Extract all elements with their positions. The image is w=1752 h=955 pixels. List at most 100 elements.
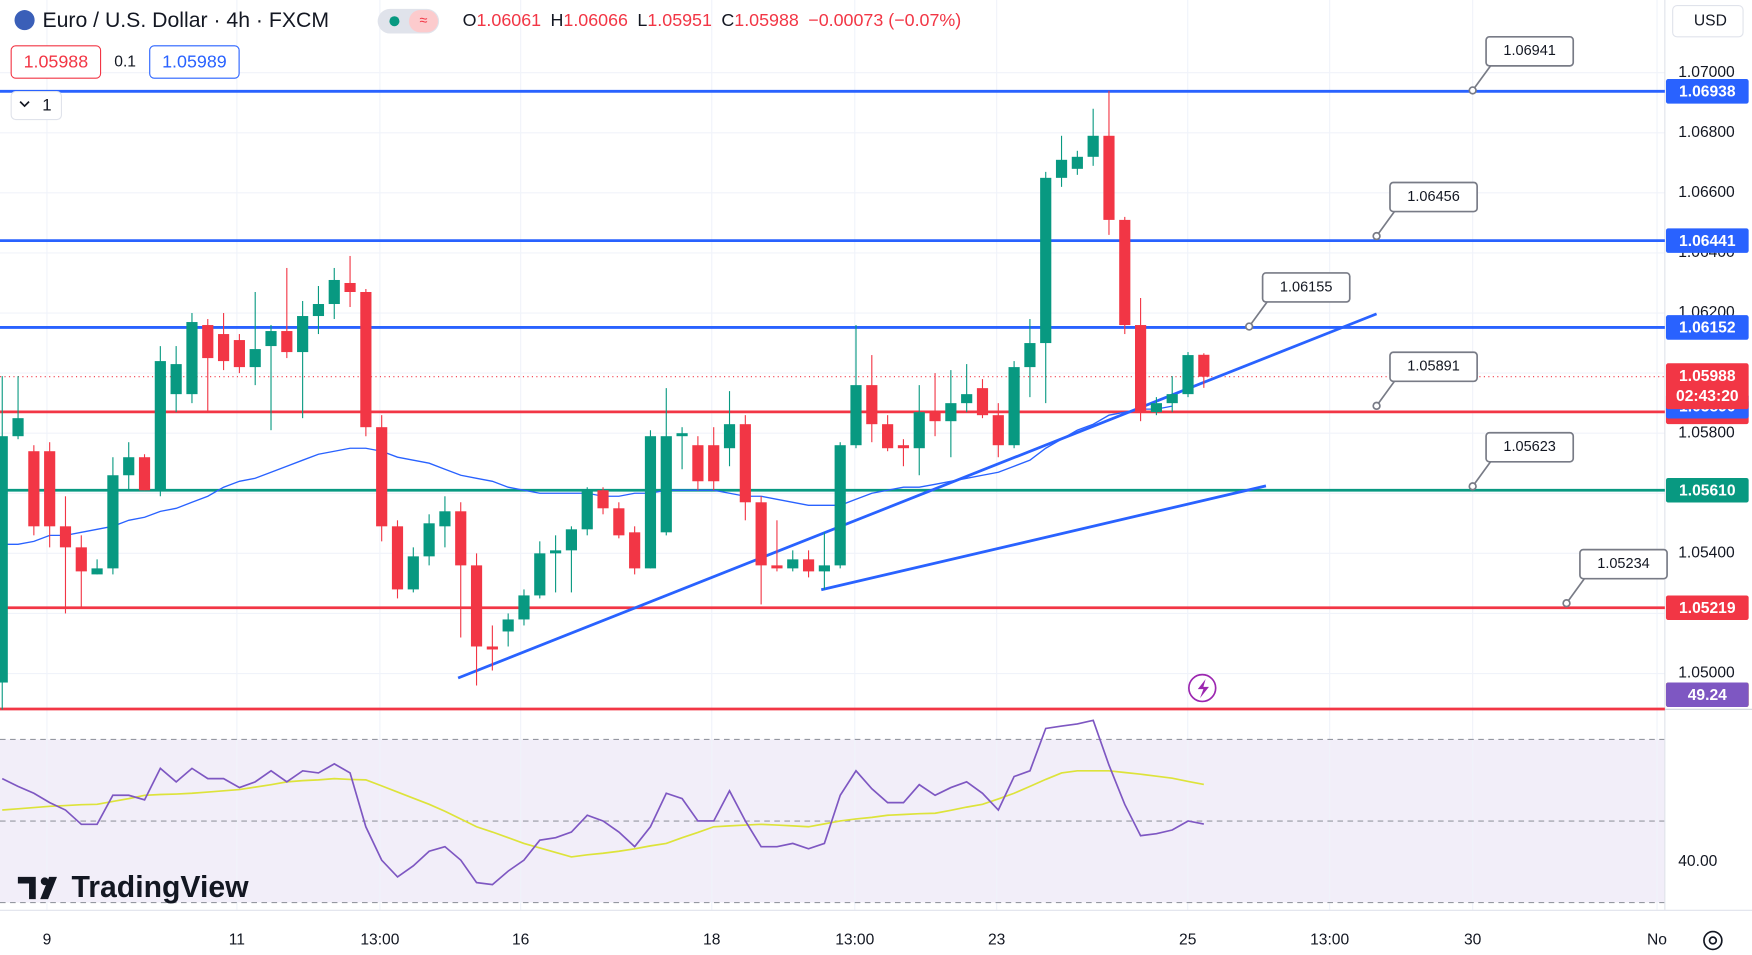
candle-body [217, 334, 230, 362]
candle-body [123, 457, 135, 476]
ohlc-value: 1.06066 [563, 10, 628, 30]
price-badge-label: 1.05610 [1679, 483, 1736, 500]
x-tick-label: 16 [512, 932, 529, 949]
candle-body [597, 490, 609, 509]
sell-button[interactable] [10, 45, 102, 79]
candle-body [154, 361, 166, 491]
candle-body [1055, 159, 1068, 178]
candle-body [802, 559, 815, 572]
candle-body [0, 436, 8, 683]
chevron-icon [19, 101, 30, 108]
price-badge-label: 49.24 [1688, 687, 1727, 704]
candle-body [423, 523, 435, 557]
rsi-line [1, 719, 1204, 886]
x-tick-label: 25 [1179, 932, 1197, 949]
price-badge [1665, 79, 1749, 104]
delay-symbol: ≈ [419, 13, 427, 29]
symbol-title[interactable]: Euro / U.S. Dollar · 4h · FXCM [42, 9, 329, 32]
y-tick-label: 1.06600 [1678, 184, 1735, 201]
market-open-dot [389, 16, 400, 27]
x-tick-label: 9 [43, 932, 52, 949]
candle-body [818, 565, 830, 572]
x-tick-label: 13:00 [1310, 932, 1349, 949]
sell-price: 1.05988 [24, 51, 89, 71]
price-badge [1665, 595, 1749, 621]
candle-body [170, 364, 182, 395]
ohlc-label: C [721, 10, 734, 30]
candle-body [1119, 219, 1131, 326]
price-badge [1665, 228, 1749, 253]
y-tick-label: 1.05000 [1678, 665, 1735, 682]
rsi-tick-label: 40.00 [1678, 853, 1717, 870]
callout-label: 1.06941 [1503, 43, 1555, 59]
buy-button[interactable] [149, 45, 240, 79]
candle-body [1071, 156, 1083, 169]
callout-anchor [1372, 231, 1381, 241]
callout-box [1579, 548, 1668, 580]
candle-body [1182, 355, 1194, 395]
currency: USD [1694, 12, 1727, 29]
callout-label: 1.05891 [1407, 359, 1459, 375]
ohlc-label: O [463, 10, 477, 30]
trend-line[interactable] [457, 312, 1378, 680]
candle-body [1198, 354, 1210, 377]
candle-body [945, 403, 957, 422]
candle-body [75, 547, 87, 572]
candle-body [138, 457, 151, 491]
candle-body [897, 445, 910, 449]
settings-icon[interactable] [1703, 930, 1723, 951]
candle-body [344, 282, 356, 292]
candle-body [12, 418, 24, 437]
candle-body [265, 331, 277, 347]
candle-body [1040, 177, 1052, 344]
candle-body [1135, 325, 1147, 413]
y-tick-label: 1.05400 [1678, 544, 1735, 561]
callout-connector [1248, 301, 1268, 328]
price-badge-label: 1.06938 [1679, 84, 1736, 101]
price-badge [1665, 682, 1749, 708]
ohlc-value: 1.05951 [647, 10, 712, 30]
callout-anchor [1468, 86, 1477, 95]
candle-body [455, 511, 467, 566]
trend-line[interactable] [820, 484, 1267, 592]
candle-body [297, 316, 309, 353]
candle-body [961, 394, 973, 404]
candle-body [281, 331, 293, 353]
symbol-flag [14, 10, 35, 31]
data-layer: 9 11 13:00 16 18 13:00 23 25 13:00 30 No 1.05000 1.0… [0, 35, 1749, 949]
background-layer [0, 0, 1752, 911]
settings-icon-center [1708, 936, 1718, 945]
candle-body [866, 385, 878, 425]
x-tick-label: 18 [703, 932, 721, 949]
candle-body [202, 325, 214, 359]
candle-body [186, 322, 198, 395]
candle-body [59, 526, 72, 548]
callout-connector [1471, 461, 1492, 487]
logo-text[interactable]: TradingView [72, 871, 250, 904]
logo-dot [40, 877, 49, 886]
candle-body [502, 619, 514, 632]
currency-button[interactable] [1672, 5, 1744, 38]
ohlc-label: H [551, 10, 564, 30]
price-badge [1665, 477, 1749, 503]
candle-body [550, 550, 562, 554]
x-tick-label: 11 [229, 932, 245, 949]
candle-body [581, 490, 593, 530]
ohlc-legend: O1.06061 H1.06066 L1.05951 C1.05988 −0.0… [463, 10, 962, 30]
indicator-count: 1 [42, 96, 51, 115]
callout-anchor [1245, 322, 1254, 331]
y-tick-label: 1.06800 [1678, 124, 1735, 141]
indicator-toggle[interactable] [10, 91, 63, 121]
candle-body [312, 304, 325, 317]
candle-body [534, 553, 546, 596]
candle-body [518, 595, 530, 620]
callout-box [1389, 351, 1478, 383]
x-tick-label: No [1647, 932, 1667, 949]
candle-body [834, 445, 846, 566]
candle-body [565, 529, 577, 551]
countdown: 02:43:20 [1676, 388, 1739, 405]
callout-box [1485, 35, 1575, 67]
candle-body [249, 349, 261, 368]
candle-body [107, 475, 119, 569]
